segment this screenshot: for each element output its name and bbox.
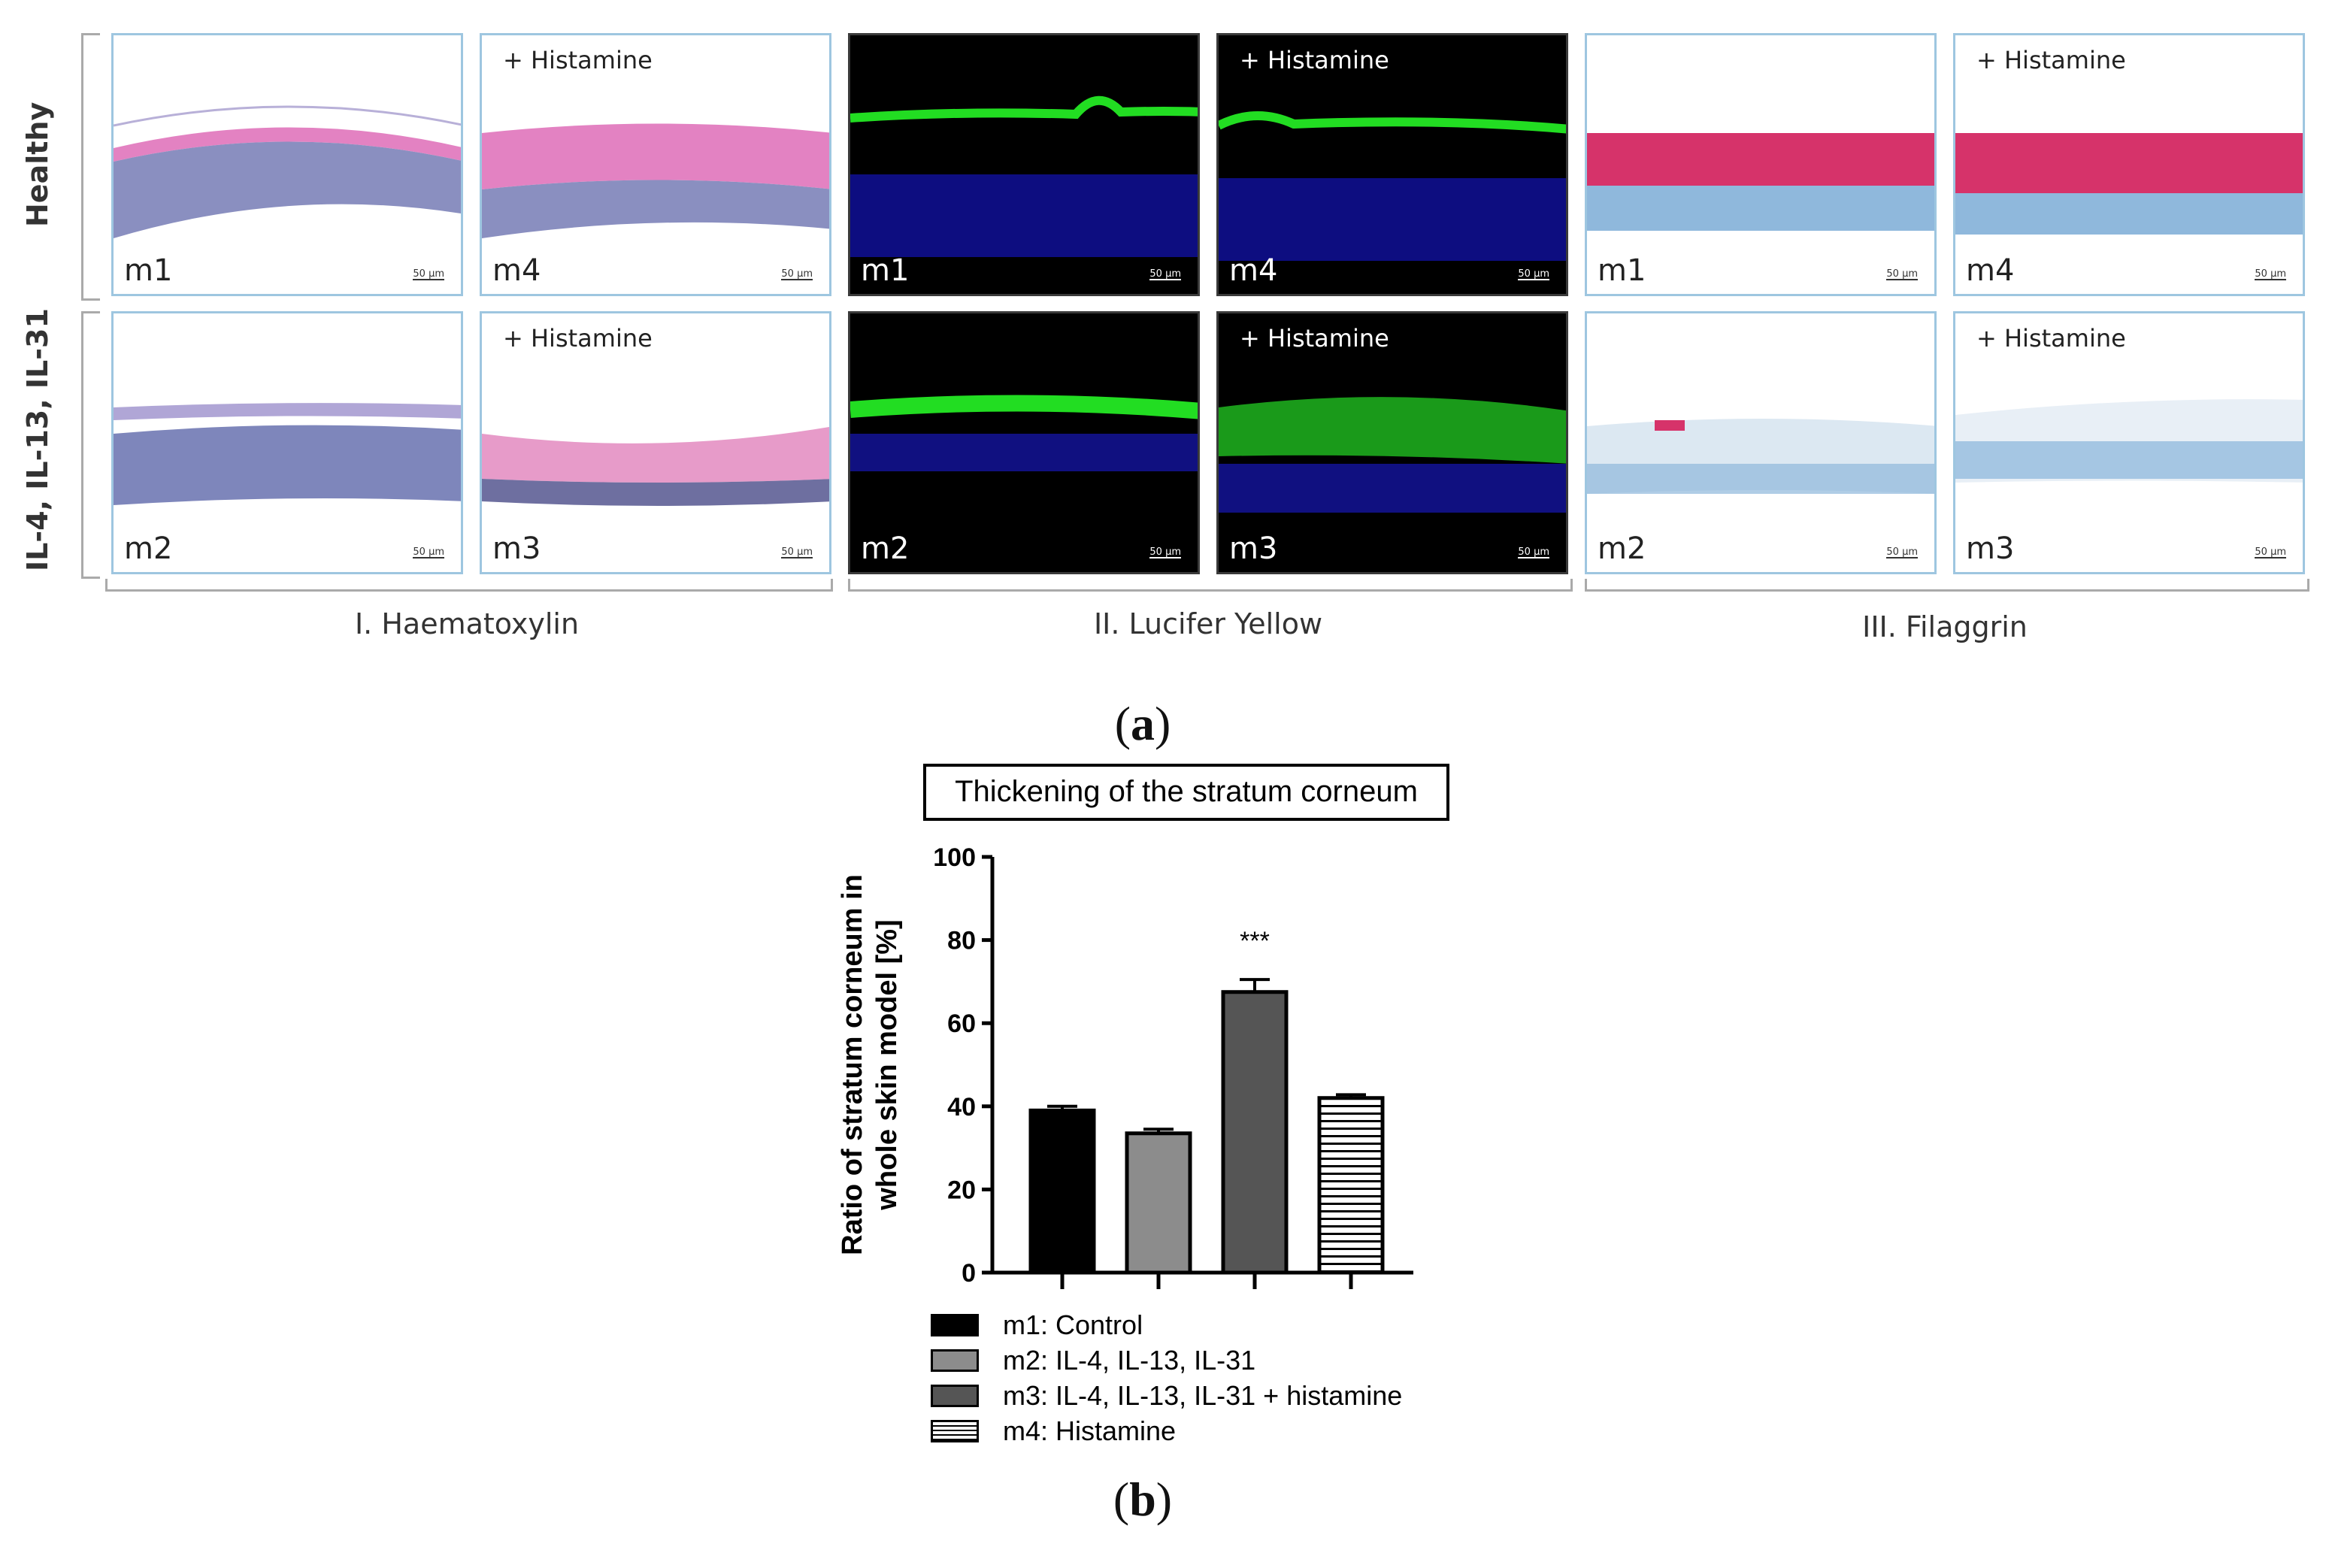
legend-text: m3: IL-4, IL-13, IL-31 + histamine (1003, 1380, 1403, 1411)
panel-label: m1 (124, 253, 173, 288)
legend-text: m2: IL-4, IL-13, IL-31 (1003, 1345, 1256, 1376)
row-label-healthy: Healthy (21, 101, 54, 227)
row-bracket-healthy (81, 33, 100, 301)
panel-label: m4 (1229, 253, 1278, 288)
panel-label: m4 (1966, 253, 2015, 288)
scale-bar: 50 µm (781, 268, 813, 280)
micrograph-filaggrin-m1: m1 50 µm (1585, 33, 1937, 296)
scale-bar: 50 µm (1886, 546, 1918, 558)
scale-bar: 50 µm (413, 546, 444, 558)
micrograph-ly-m3: + Histamine m3 50 µm (1216, 311, 1568, 574)
micrograph-ly-m2: m2 50 µm (848, 311, 1200, 574)
scale-bar: 50 µm (2255, 546, 2286, 558)
legend-swatch-m1 (931, 1314, 979, 1336)
he-tissue-image (114, 105, 461, 238)
micrograph-he-m3: + Histamine m3 50 µm (480, 311, 831, 574)
figure-b-label: (b) (1113, 1473, 1173, 1526)
filaggrin-tissue-image (1587, 133, 1934, 231)
panel-label: m3 (492, 531, 541, 566)
row-bracket-cytokines (81, 311, 100, 579)
panel-label: m2 (861, 531, 910, 566)
figure-b-letter: b (1129, 1473, 1156, 1526)
column-bracket-lucifer (848, 579, 1573, 592)
panel-label: m1 (861, 253, 910, 288)
column-bracket-haematoxylin (105, 579, 833, 592)
scale-bar: 50 µm (1886, 268, 1918, 280)
chart-title: Thickening of the stratum corneum (923, 764, 1449, 821)
treatment-label: + Histamine (503, 46, 653, 74)
legend-swatch-m2 (931, 1349, 979, 1372)
he-tissue-image (482, 123, 829, 238)
column-label-haematoxylin: I. Haematoxylin (354, 607, 580, 640)
micrograph-filaggrin-m2: m2 50 µm (1585, 311, 1937, 574)
y-tick-label: 20 (947, 1176, 976, 1204)
lucifer-tissue-image (1219, 397, 1566, 513)
lucifer-tissue-image (1219, 111, 1566, 261)
treatment-label: + Histamine (1976, 324, 2126, 353)
micrograph-he-m4: + Histamine m4 50 µm (480, 33, 831, 296)
scale-bar: 50 µm (1149, 546, 1181, 558)
significance-label: *** (1240, 927, 1270, 955)
he-tissue-image (482, 426, 829, 506)
legend-swatch-m3 (931, 1385, 979, 1407)
bar-m1 (1028, 1108, 1096, 1275)
micrograph-ly-m1: m1 50 µm (848, 33, 1200, 296)
column-label-lucifer: II. Lucifer Yellow (1093, 607, 1323, 640)
filaggrin-tissue-image (1955, 399, 2303, 483)
figure-a-letter: a (1131, 697, 1155, 750)
y-tick-label: 40 (947, 1093, 976, 1122)
panel-label: m1 (1598, 253, 1646, 288)
treatment-label: + Histamine (1976, 46, 2126, 74)
micrograph-he-m2: m2 50 µm (111, 311, 463, 574)
micrograph-filaggrin-m3: + Histamine m3 50 µm (1953, 311, 2305, 574)
he-tissue-image (114, 403, 461, 505)
filaggrin-tissue-image (1955, 133, 2303, 235)
y-axis-label: Ratio of stratum corneum in (837, 874, 868, 1255)
bar-m3 (1221, 990, 1289, 1275)
scale-bar: 50 µm (413, 268, 444, 280)
treatment-label: + Histamine (503, 324, 653, 353)
lucifer-tissue-image (850, 95, 1198, 257)
y-axis-label: whole skin model [%] (871, 919, 903, 1210)
bar-m2 (1125, 1131, 1192, 1275)
column-label-filaggrin: III. Filaggrin (1862, 610, 2028, 643)
panel-label: m2 (124, 531, 173, 566)
legend-text: m1: Control (1003, 1309, 1143, 1340)
filaggrin-tissue-image (1587, 419, 1934, 494)
scale-bar: 50 µm (1518, 268, 1549, 280)
column-bracket-filaggrin (1585, 579, 2309, 592)
scale-bar: 50 µm (1149, 268, 1181, 280)
y-tick-label: 0 (962, 1259, 976, 1288)
y-tick-label: 60 (947, 1010, 976, 1038)
micrograph-he-m1: m1 50 µm (111, 33, 463, 296)
treatment-label: + Histamine (1240, 324, 1389, 353)
panel-label: m2 (1598, 531, 1646, 566)
row-label-cytokines: IL-4, IL-13, IL-31 (21, 308, 54, 571)
scale-bar: 50 µm (2255, 268, 2286, 280)
panel-label: m3 (1229, 531, 1278, 566)
micrograph-filaggrin-m4: + Histamine m4 50 µm (1953, 33, 2305, 296)
legend-swatch-m4 (931, 1420, 979, 1442)
panel-label: m4 (492, 253, 541, 288)
scale-bar: 50 µm (781, 546, 813, 558)
bar-m4 (1317, 1096, 1385, 1275)
panel-label: m3 (1966, 531, 2015, 566)
bar-chart: 0 20 40 60 80 100 Ratio of stratum corneum in w… (837, 843, 1413, 1289)
micrograph-ly-m4: + Histamine m4 50 µm (1216, 33, 1568, 296)
treatment-label: + Histamine (1240, 46, 1389, 74)
y-tick-label: 100 (933, 843, 976, 872)
legend-text: m4: Histamine (1003, 1415, 1177, 1446)
figure-a-label: (a) (1114, 697, 1171, 750)
scale-bar: 50 µm (1518, 546, 1549, 558)
lucifer-tissue-image (850, 395, 1198, 471)
y-tick-label: 80 (947, 927, 976, 955)
